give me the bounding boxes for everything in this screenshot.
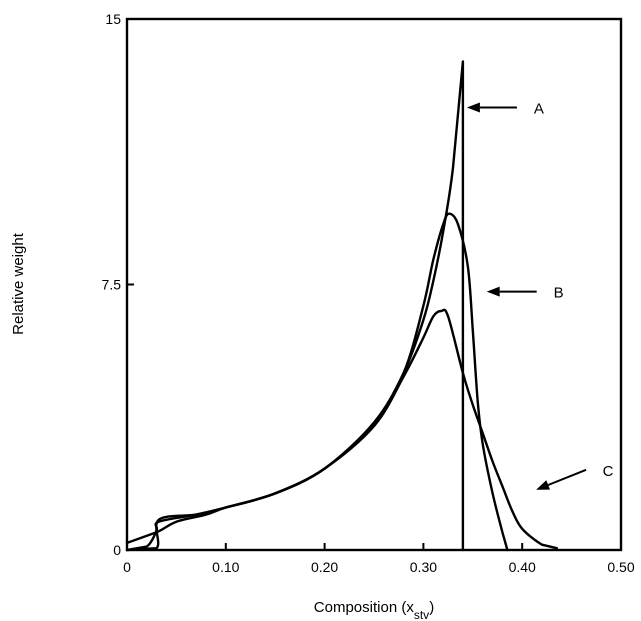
annotation-a-label: A <box>534 101 544 118</box>
annotation-b-label: B <box>554 285 564 302</box>
x-axis-label-close: ) <box>429 599 434 616</box>
y-tick-label: 0 <box>113 542 121 558</box>
x-tick-label: 0.50 <box>607 559 634 575</box>
annotation-a-arrowhead <box>466 102 480 113</box>
y-tick-label: 15 <box>105 11 121 27</box>
annotation-c-arrowhead <box>536 480 550 490</box>
x-tick-label: 0.10 <box>212 559 239 575</box>
x-tick-label: 0.30 <box>410 559 437 575</box>
annotation-b-arrowhead <box>486 286 500 297</box>
x-tick-label: 0.40 <box>509 559 536 575</box>
y-tick-label: 7.5 <box>102 277 122 293</box>
x-axis: 0 0.10 0.20 0.30 0.40 0.50 <box>123 543 635 575</box>
series-b-line <box>125 212 509 552</box>
x-tick-label: 0.20 <box>311 559 338 575</box>
plot-frame <box>125 17 623 552</box>
x-axis-label-subscript: stv <box>414 608 429 621</box>
series-c-line <box>125 308 558 550</box>
series-layer <box>125 60 558 552</box>
x-tick-label: 0 <box>123 559 131 575</box>
y-axis-label: Relative weight <box>10 232 27 335</box>
annotation-c-arrow <box>547 468 587 486</box>
series-a-line <box>125 60 465 552</box>
x-axis-label-main: Composition (x <box>314 599 415 616</box>
x-axis-label: Composition (xstv) <box>314 599 434 621</box>
annotation-c-label: C <box>603 463 614 480</box>
annotation-layer: A B C <box>466 101 614 490</box>
y-axis: 0 7.5 15 <box>102 11 134 558</box>
